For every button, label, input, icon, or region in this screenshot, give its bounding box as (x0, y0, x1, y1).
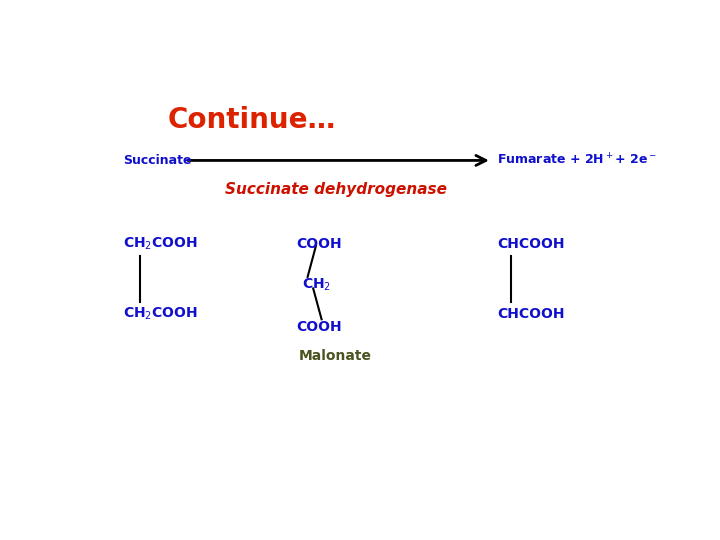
Text: Continue…: Continue… (168, 106, 336, 134)
Text: Fumarate + 2H$^+$+ 2e$^-$: Fumarate + 2H$^+$+ 2e$^-$ (498, 153, 657, 168)
Text: Succinate: Succinate (124, 154, 192, 167)
Text: COOH: COOH (297, 320, 342, 334)
Text: CHCOOH: CHCOOH (498, 237, 564, 251)
Text: COOH: COOH (297, 237, 342, 251)
Text: CH$_2$COOH: CH$_2$COOH (124, 235, 198, 252)
Text: CH$_2$COOH: CH$_2$COOH (124, 306, 198, 322)
Text: CH$_2$: CH$_2$ (302, 277, 331, 293)
Text: CHCOOH: CHCOOH (498, 307, 564, 321)
Text: Succinate dehydrogenase: Succinate dehydrogenase (225, 182, 446, 197)
Text: Malonate: Malonate (299, 349, 372, 363)
